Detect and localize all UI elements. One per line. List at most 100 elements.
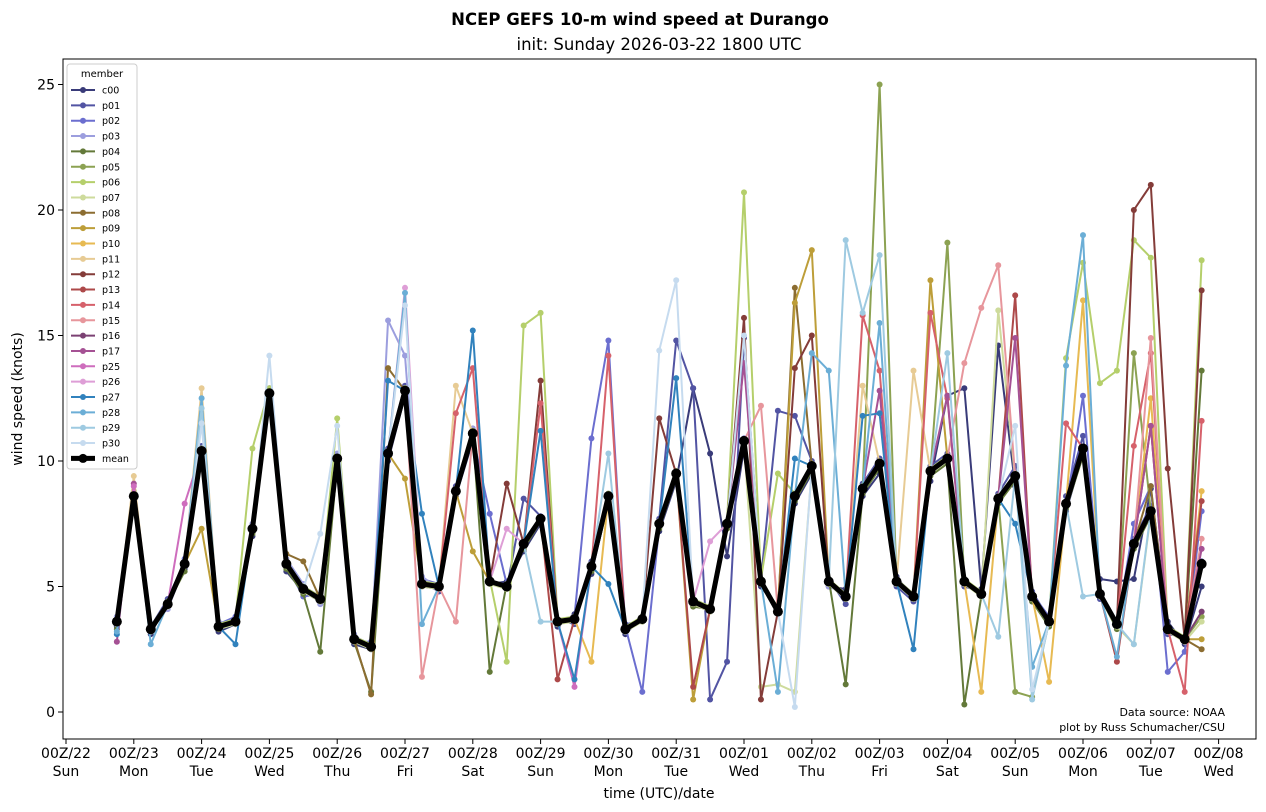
data-point	[198, 420, 205, 427]
data-point	[452, 618, 459, 625]
legend-item-p06: p06	[71, 178, 120, 189]
series-line-p12	[115, 183, 1203, 701]
y-tick-label: 20	[37, 203, 55, 219]
x-tick-day-label: Thu	[323, 764, 350, 780]
x-tick-label: 00Z/25	[244, 746, 294, 762]
data-point	[571, 683, 578, 690]
data-point	[910, 646, 917, 653]
x-tick-day-label: Thu	[798, 764, 825, 780]
legend-marker	[80, 317, 86, 324]
legend-label: p12	[102, 270, 120, 281]
data-point	[722, 518, 733, 529]
legend-marker	[80, 194, 86, 201]
data-point	[452, 382, 459, 389]
legend-label: p11	[102, 254, 120, 265]
data-point	[1080, 232, 1086, 239]
data-point	[789, 491, 800, 502]
data-point	[876, 387, 883, 394]
data-point	[1063, 420, 1070, 427]
data-point	[366, 641, 377, 652]
legend: member c00 p01 p02 p03 p04 p05 p06 p07 p08 p09 p10…	[66, 63, 138, 470]
data-point	[978, 688, 985, 695]
data-point	[198, 385, 205, 392]
data-point	[1198, 646, 1205, 653]
legend-item-mean: mean	[71, 453, 129, 465]
data-point	[654, 518, 665, 529]
data-point	[1128, 538, 1139, 549]
data-point	[179, 558, 190, 569]
data-point	[605, 352, 612, 359]
data-point	[1198, 417, 1205, 424]
data-point	[418, 673, 425, 680]
legend-item-p03: p03	[71, 132, 120, 143]
data-point	[1196, 558, 1207, 569]
legend-item-p09: p09	[71, 224, 120, 235]
data-point	[724, 658, 731, 665]
data-point	[724, 553, 731, 560]
x-tick-day-label: Mon	[1068, 764, 1098, 780]
data-point	[588, 435, 595, 442]
data-point	[1147, 395, 1154, 402]
data-point	[402, 289, 408, 296]
data-point	[452, 410, 459, 417]
data-point	[908, 591, 919, 602]
data-point	[535, 513, 546, 524]
x-tick-label: 00Z/01	[719, 746, 769, 762]
series-line-p28	[115, 234, 1203, 693]
data-point	[823, 576, 834, 587]
data-point	[705, 604, 716, 615]
data-point	[334, 415, 341, 422]
data-point	[707, 450, 714, 457]
legend-label: p02	[102, 116, 120, 127]
data-point	[501, 581, 512, 592]
legend-marker	[80, 148, 86, 155]
data-point	[757, 696, 764, 703]
data-point	[315, 594, 326, 605]
data-point	[993, 493, 1004, 504]
data-point	[1147, 181, 1154, 188]
data-point	[842, 681, 849, 688]
data-point	[995, 633, 1002, 640]
data-point	[978, 304, 985, 311]
data-point	[944, 239, 951, 246]
data-point	[605, 450, 612, 457]
legend-item-p30: p30	[71, 439, 120, 450]
data-point	[808, 350, 815, 357]
data-point	[1198, 608, 1205, 615]
x-axis-label: time (UTC)/date	[603, 786, 714, 802]
legend-label: p17	[102, 346, 120, 357]
legend-label: p09	[102, 224, 120, 235]
legend-marker	[80, 163, 86, 170]
data-point	[1111, 619, 1122, 630]
legend-label: p25	[102, 362, 120, 373]
credit-annotation: plot by Russ Schumacher/CSU	[1059, 721, 1225, 734]
data-point	[266, 352, 273, 359]
data-point	[383, 448, 394, 459]
data-point	[1113, 658, 1120, 665]
data-point	[690, 696, 697, 703]
data-point	[130, 473, 137, 480]
data-point	[416, 578, 427, 589]
x-tick-label: 00Z/31	[651, 746, 701, 762]
data-point	[537, 400, 544, 407]
data-point	[571, 676, 578, 683]
plot-frame	[62, 58, 1257, 740]
data-point	[332, 453, 343, 464]
data-point	[1198, 535, 1205, 542]
legend-marker	[80, 209, 86, 216]
legend-label: p06	[102, 178, 120, 189]
y-tick-label: 10	[37, 454, 55, 470]
data-point	[959, 576, 970, 587]
data-point	[569, 614, 580, 625]
x-tick-day-label: Fri	[397, 764, 414, 780]
data-point	[402, 302, 408, 309]
data-point	[1046, 678, 1053, 685]
data-point	[1181, 688, 1188, 695]
data-point	[806, 461, 817, 472]
data-point	[857, 483, 868, 494]
x-tick-day-label: Mon	[119, 764, 149, 780]
data-point	[1198, 488, 1205, 495]
legend-label: mean	[102, 454, 129, 465]
data-point	[1164, 465, 1171, 472]
